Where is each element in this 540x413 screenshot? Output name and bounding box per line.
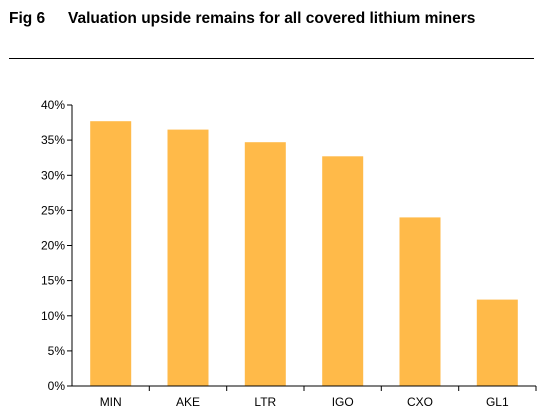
axes-group: MIN AKE LTR IGO CXO GL1 0% 5% 10% 15% 20% 25% 30% 35%… <box>41 98 537 409</box>
y-tick-label: 15% <box>41 274 65 288</box>
y-tick-label: 25% <box>41 203 65 217</box>
figure-title: Valuation upside remains for all covered… <box>68 10 476 27</box>
figure-header: Fig 6 Valuation upside remains for all c… <box>9 10 529 28</box>
bar-cxo <box>399 217 441 386</box>
header-divider <box>9 58 534 59</box>
x-tick-label-igo: IGO <box>332 395 354 409</box>
bar-gl1 <box>476 299 518 386</box>
y-tick-label: 5% <box>48 344 66 358</box>
x-tick-label-cxo: CXO <box>407 395 433 409</box>
bar-ltr <box>244 142 286 386</box>
y-tick-label: 0% <box>48 379 66 393</box>
bar-igo <box>322 156 364 386</box>
y-tick-label: 35% <box>41 133 65 147</box>
y-tick-label: 20% <box>41 239 65 253</box>
bar-ake <box>167 129 209 386</box>
bars-group <box>90 121 518 386</box>
x-tick-label-min: MIN <box>100 395 122 409</box>
x-tick-label-ltr: LTR <box>254 395 276 409</box>
x-tick-label-gl1: GL1 <box>486 395 509 409</box>
figure-number: Fig 6 <box>9 10 46 27</box>
y-tick-label: 30% <box>41 168 65 182</box>
y-tick-label: 40% <box>41 98 65 112</box>
bar-min <box>90 121 132 386</box>
x-tick-label-ake: AKE <box>176 395 200 409</box>
y-tick-label: 10% <box>41 309 65 323</box>
